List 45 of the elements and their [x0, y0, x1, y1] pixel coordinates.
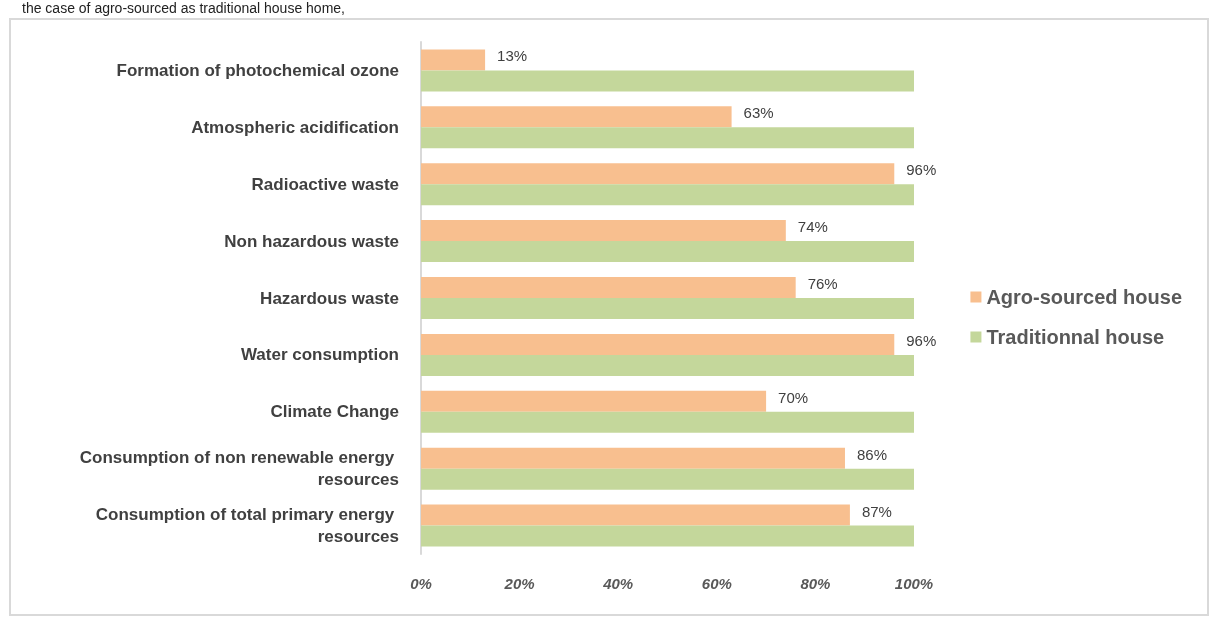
y-tick-label: Water consumption: [240, 345, 399, 365]
bar: [421, 277, 796, 298]
data-label: 96%: [906, 161, 937, 179]
y-tick-label: Consumption of total primary energy resources: [95, 505, 399, 547]
bar: [421, 525, 914, 547]
legend-label: Agro-sourced house: [986, 286, 1182, 308]
data-label: 96%: [906, 331, 937, 349]
bar: [421, 468, 914, 490]
data-label: 13%: [497, 47, 528, 65]
x-tick-label: 40%: [602, 575, 634, 592]
bar: [421, 241, 914, 263]
bar: [421, 184, 914, 206]
bar: [421, 354, 914, 376]
bar: [421, 163, 895, 185]
x-tick-label: 20%: [503, 575, 535, 592]
x-tick-label: 0%: [410, 575, 432, 592]
bar: [421, 298, 914, 319]
y-tick-label: Radioactive waste: [251, 174, 399, 194]
data-label: 87%: [861, 502, 892, 520]
bar: [421, 220, 786, 242]
bar: [421, 411, 914, 433]
text: the case of agro-sourced as traditional house home,: [22, 0, 345, 16]
y-tick-label: Hazardous waste: [260, 288, 399, 308]
y-tick-label: Consumption of non renewable energy resources: [79, 448, 399, 490]
legend-label: Traditionnal house: [986, 326, 1165, 348]
y-tick-label: Atmospheric acidification: [191, 117, 399, 137]
data-label: 74%: [797, 218, 828, 236]
y-tick-label: Non hazardous waste: [224, 231, 399, 251]
data-label: 76%: [807, 275, 838, 292]
bar: [421, 390, 767, 412]
data-label: 63%: [743, 104, 774, 122]
x-tick-label: 60%: [701, 575, 732, 592]
y-tick-label: Formation of photochemical ozone: [116, 60, 399, 80]
bar: [421, 333, 895, 355]
bar: [421, 447, 845, 469]
x-tick-label: 80%: [800, 575, 831, 592]
x-tick-label: 100%: [894, 575, 934, 592]
bar: [421, 106, 732, 128]
bar: [421, 127, 914, 149]
bar: [421, 70, 914, 92]
y-tick-label: Climate Change: [270, 402, 399, 422]
bar: [421, 504, 850, 526]
data-label: 70%: [778, 388, 809, 406]
bar: [421, 49, 486, 71]
data-label: 86%: [856, 445, 888, 463]
